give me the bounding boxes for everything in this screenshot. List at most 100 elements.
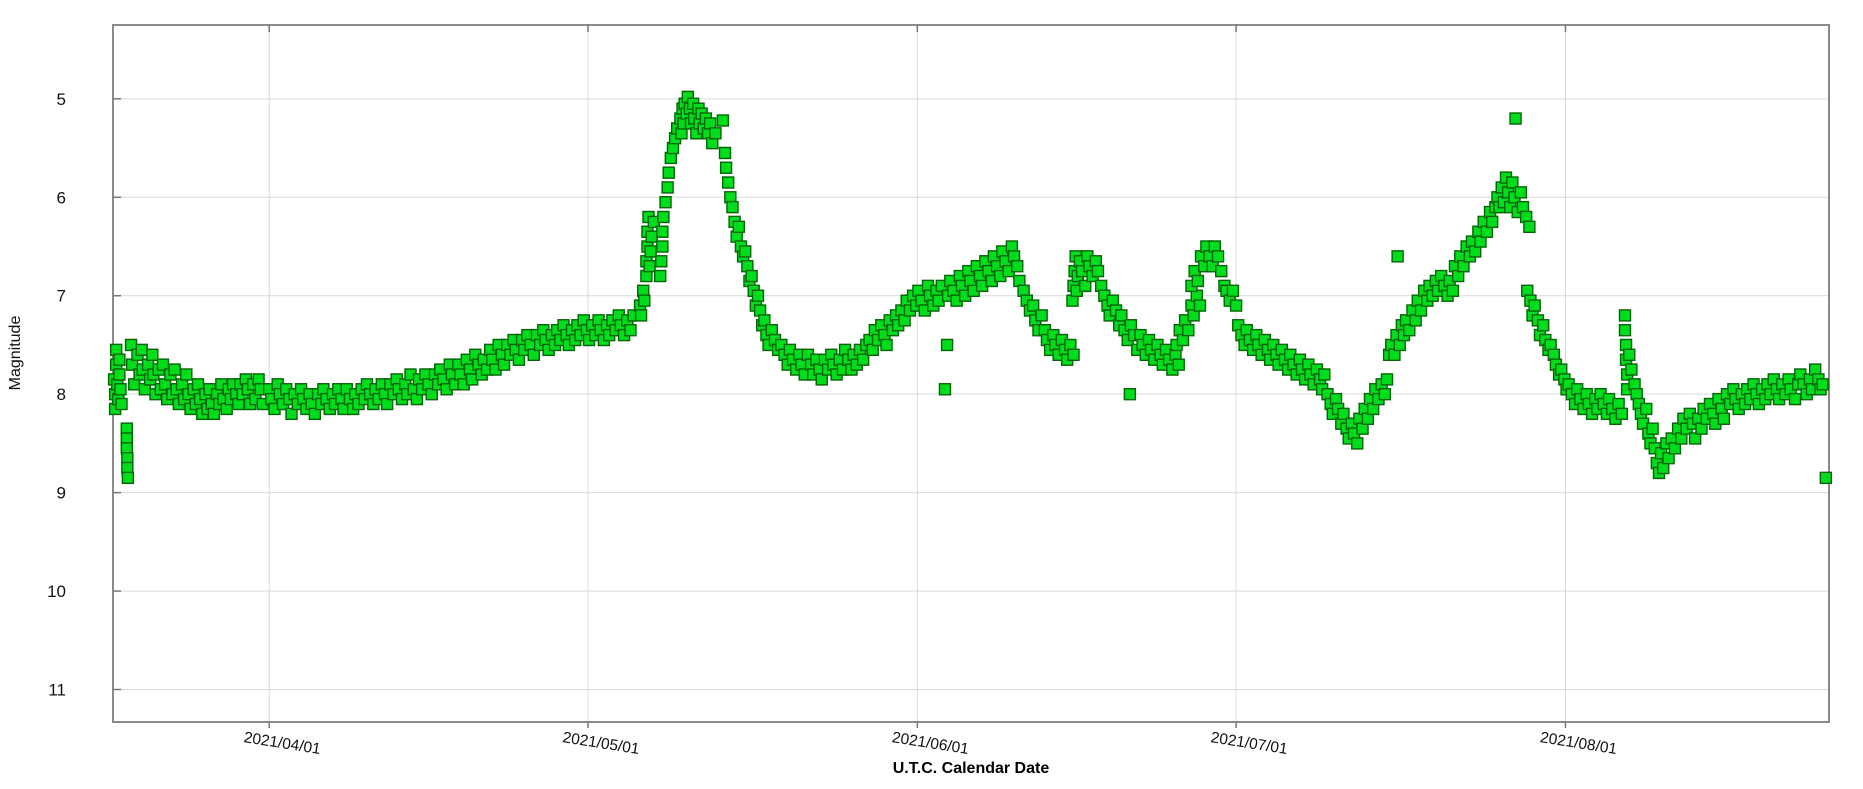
data-point (1187, 309, 1200, 322)
data-point (1485, 215, 1499, 229)
data-point (645, 230, 658, 243)
data-point (659, 196, 672, 209)
data-point (1403, 323, 1416, 337)
data-point (1215, 264, 1228, 278)
y-tick-label: 7 (57, 287, 66, 306)
data-point (1506, 176, 1519, 189)
data-point (1391, 250, 1404, 263)
data-point (308, 407, 322, 421)
data-point (1618, 323, 1632, 337)
data-point (1646, 422, 1659, 435)
y-tick-label: 8 (57, 385, 66, 404)
data-point (1318, 368, 1331, 381)
data-point (115, 397, 128, 411)
data-point (716, 114, 730, 127)
data-point (1816, 378, 1829, 391)
data-point (661, 181, 674, 194)
data-point (1193, 299, 1207, 312)
data-point (758, 314, 771, 327)
data-point (722, 176, 735, 189)
data-point (634, 309, 648, 322)
data-point (1662, 451, 1675, 465)
data-point (644, 245, 657, 258)
data-point (380, 397, 394, 411)
data-point (940, 338, 954, 352)
y-axis-title: Magnitude (7, 315, 24, 391)
data-point (121, 471, 135, 485)
y-tick-label: 9 (57, 484, 66, 503)
data-point (1226, 284, 1240, 298)
data-point (146, 348, 159, 361)
data-point (1211, 250, 1225, 263)
data-point (1079, 279, 1092, 293)
data-point (1618, 309, 1632, 322)
data-point (815, 373, 828, 386)
data-point (709, 127, 722, 140)
data-point (638, 294, 651, 307)
data-point (1514, 186, 1528, 199)
data-point (1625, 363, 1638, 376)
data-point (1115, 309, 1128, 322)
data-point (880, 338, 893, 352)
data-point (856, 353, 870, 366)
data-point (135, 343, 148, 357)
data-point (624, 323, 637, 337)
data-point (719, 161, 733, 174)
data-point (1717, 412, 1731, 425)
data-point (1615, 407, 1629, 421)
data-point (180, 368, 193, 381)
y-tick-label: 11 (48, 681, 66, 700)
data-point (1091, 264, 1105, 278)
data-point (739, 245, 752, 258)
data-point (1172, 358, 1185, 371)
data-point (1688, 432, 1702, 445)
data-point (657, 210, 670, 224)
data-point (1026, 299, 1040, 312)
data-point (1623, 348, 1636, 361)
data-point (1668, 442, 1682, 455)
data-point (1229, 299, 1243, 312)
y-tick-label: 5 (57, 90, 66, 109)
data-point (1182, 323, 1195, 337)
data-point (656, 225, 669, 238)
data-point (654, 269, 667, 283)
data-point (1380, 373, 1394, 386)
data-point (1123, 387, 1137, 401)
data-point (1457, 259, 1470, 273)
x-axis-title: U.T.C. Calendar Date (892, 760, 1050, 777)
data-point (1067, 348, 1080, 361)
data-point (655, 255, 668, 268)
data-point (656, 240, 669, 253)
data-point (1536, 319, 1550, 332)
data-point (1191, 274, 1205, 288)
y-tick-label: 6 (57, 188, 66, 207)
data-point (1523, 220, 1536, 234)
data-point (1011, 259, 1024, 273)
data-point (113, 353, 126, 366)
data-point (745, 269, 758, 283)
data-point (1509, 112, 1522, 125)
data-point (1414, 304, 1428, 317)
data-point (425, 387, 438, 401)
data-point (1337, 407, 1350, 421)
data-point (643, 259, 656, 273)
data-point (1528, 299, 1541, 312)
data-point (1035, 309, 1048, 322)
data-point (113, 368, 126, 381)
data-point (527, 348, 540, 361)
data-point (168, 363, 181, 376)
y-tick-label: 10 (47, 582, 66, 601)
data-point (662, 166, 675, 179)
data-point (718, 146, 732, 160)
data-point (1788, 392, 1802, 406)
data-point (1351, 437, 1364, 450)
data-point (1378, 387, 1392, 401)
data-point (1819, 471, 1833, 485)
data-point (726, 200, 739, 214)
data-point (1446, 284, 1460, 298)
data-point (1474, 235, 1487, 248)
data-point (1640, 402, 1653, 416)
data-point (285, 407, 298, 421)
